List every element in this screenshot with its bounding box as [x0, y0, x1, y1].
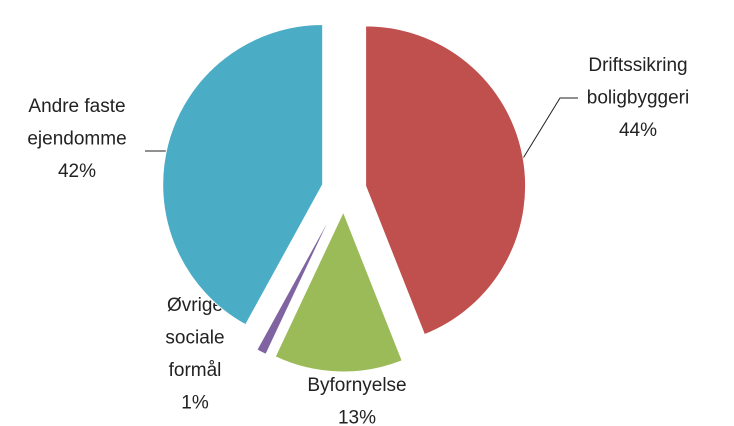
value-label: 44% — [619, 120, 657, 141]
leader-line — [521, 97, 578, 161]
slice-label: Andre faste — [28, 96, 125, 117]
slice-label: Byfornyelse — [307, 375, 406, 396]
slice-label: ejendomme — [27, 129, 126, 150]
value-label: 13% — [338, 408, 376, 426]
slice-label: Øvrige — [167, 295, 223, 316]
value-label: 1% — [181, 393, 209, 414]
slice-label: boligbyggeri — [587, 88, 689, 109]
slice-label: sociale — [165, 328, 224, 349]
pie-slice — [162, 24, 324, 326]
slice-label: Driftssikring — [588, 55, 687, 76]
pie-slice — [274, 210, 403, 373]
pie-slice — [256, 209, 335, 356]
pie-slice — [365, 25, 527, 336]
value-label: 42% — [58, 161, 96, 182]
slice-label: formål — [169, 360, 222, 381]
